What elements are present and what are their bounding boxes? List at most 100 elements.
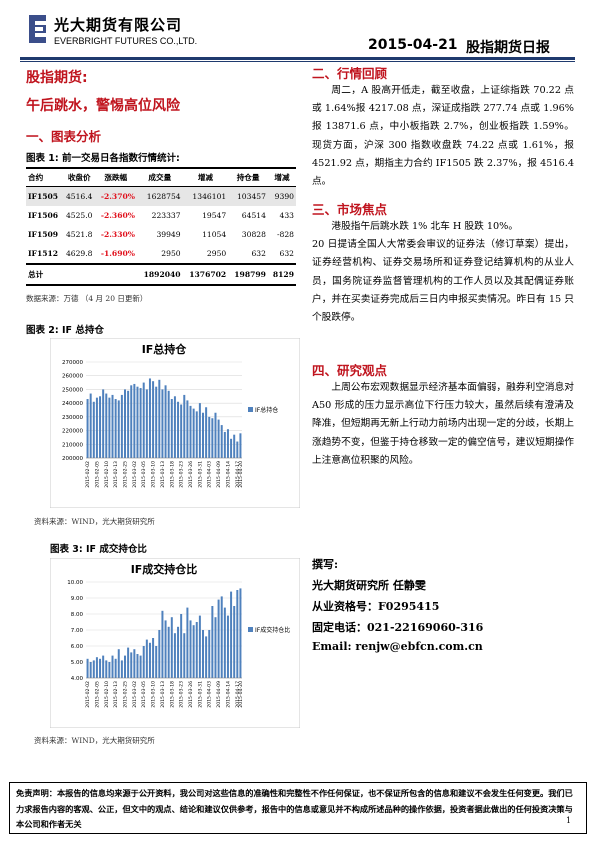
- x-tick-label: 2015-02-25: [123, 681, 129, 708]
- bar: [233, 606, 236, 678]
- bar: [205, 636, 208, 678]
- x-tick-label: 2015-03-26: [188, 681, 194, 708]
- cell: 632: [279, 249, 295, 258]
- bar: [148, 378, 151, 458]
- cell: 1892040: [136, 263, 183, 286]
- x-tick-label: 2015-03-02: [132, 461, 138, 488]
- col-header: 涨跌幅: [94, 167, 137, 187]
- bar: [205, 407, 208, 458]
- legend-label: IF总持仓: [255, 406, 278, 414]
- bar: [177, 626, 180, 678]
- bar: [198, 615, 201, 678]
- cell: 2950: [206, 249, 227, 258]
- cell: [63, 263, 95, 286]
- bar: [180, 614, 183, 678]
- chart2-caption: 图表 2: IF 总持仓: [26, 325, 104, 336]
- disclaimer-text: 免责声明：本报告的信息均来源于公开资料，我公司对这些信息的准确性和完整性不作任何…: [16, 788, 573, 829]
- x-tick-label: 2015-02-02: [85, 461, 91, 488]
- bar: [233, 434, 236, 458]
- cell: 4525.0: [65, 211, 93, 220]
- x-tick-label: 2015-03-23: [179, 681, 185, 708]
- bar: [117, 649, 120, 678]
- legend-swatch: [248, 627, 253, 632]
- bar: [202, 630, 204, 678]
- research-view-text: 上周公布宏观数据显示经济基本面偏弱，融券利空消息对 A50 形成的压力显示高位下…: [312, 379, 574, 470]
- bar: [136, 654, 139, 678]
- bar: [155, 386, 158, 458]
- bar: [220, 425, 223, 458]
- bar: [164, 620, 167, 678]
- bar: [195, 411, 198, 458]
- bar: [108, 397, 111, 458]
- x-tick-label: 2015-04-17: [235, 681, 241, 708]
- cell: 433: [279, 211, 295, 220]
- bar: [161, 610, 164, 678]
- bar: [117, 400, 120, 458]
- cell: 198799: [228, 263, 268, 286]
- col-header: 增减: [267, 167, 296, 187]
- market-review-text: 周二，A 股高开低走，截至收盘，上证综指跌 70.22 点或 1.64%报 42…: [312, 82, 574, 191]
- legend-swatch: [248, 407, 253, 412]
- cell: 4521.8: [65, 230, 93, 239]
- x-tick-label: 2015-03-18: [169, 461, 175, 488]
- bar: [139, 388, 142, 458]
- section-market-review: 二、行情回顾: [312, 66, 388, 81]
- bar: [236, 441, 239, 458]
- bar: [214, 617, 217, 678]
- bar: [102, 655, 105, 678]
- x-tick-label: 2015-03-02: [132, 681, 138, 708]
- table-header-row: 合约 收盘价 涨跌幅 成交量 增减 持仓量 增减: [26, 167, 296, 187]
- section-research-view: 四、研究观点: [312, 363, 388, 378]
- x-tick-label: 2015-04-03: [207, 681, 213, 708]
- cell: 19547: [202, 211, 227, 220]
- bar: [124, 389, 126, 458]
- bar: [95, 657, 98, 678]
- x-tick-label: 2015-04-17: [235, 461, 241, 488]
- bar: [192, 408, 195, 458]
- bar: [223, 607, 226, 678]
- author-contact: 撰写: 光大期货研究所 任静雯 从业资格号：F0295415 固定电话：021-…: [312, 556, 483, 661]
- col-header: 成交量: [136, 167, 183, 187]
- bar: [202, 412, 204, 458]
- table-row: IF1506 4525.0 -2.360% 223337 19547 64514…: [26, 206, 296, 225]
- cell: -1.690%: [100, 249, 135, 258]
- cell: IF1509: [28, 230, 59, 239]
- bar: [86, 658, 89, 678]
- bar: [99, 396, 102, 458]
- bar: [145, 639, 148, 678]
- bar: [155, 646, 158, 678]
- bar: [92, 401, 95, 458]
- bar: [167, 390, 170, 458]
- cell: 11054: [202, 230, 227, 239]
- bar: [158, 379, 161, 458]
- bar: [170, 399, 173, 458]
- y-tick-label: 5.00: [71, 660, 84, 666]
- email-address[interactable]: Email: renjw@ebfcn.com.cn: [312, 640, 483, 653]
- x-tick-label: 2015-03-26: [188, 461, 194, 488]
- cell: IF1505: [26, 186, 64, 206]
- cell: IF1506: [28, 211, 59, 220]
- bar: [170, 617, 173, 678]
- bar: [114, 658, 117, 678]
- sub-heading: 午后跳水，警惕高位风险: [26, 98, 180, 114]
- cell: IF1512: [28, 249, 59, 258]
- y-tick-label: 210000: [62, 442, 83, 448]
- bar: [152, 381, 155, 458]
- bar: [99, 658, 102, 678]
- bar: [120, 394, 123, 458]
- x-tick-label: 2015-04-20: [238, 461, 244, 488]
- table-row: IF1512 4629.8 -1.690% 2950 2950 632 632: [26, 244, 296, 264]
- bar: [226, 615, 229, 678]
- bar: [133, 649, 136, 678]
- bar: [223, 431, 226, 458]
- bar: [164, 385, 167, 458]
- report-date: 2015-04-21: [368, 37, 458, 53]
- bar: [148, 642, 151, 678]
- cell: 64514: [241, 211, 266, 220]
- company-logo-icon: [29, 15, 46, 43]
- bar: [127, 647, 130, 678]
- bar: [114, 399, 117, 458]
- x-tick-label: 2015-02-13: [113, 461, 119, 488]
- bar: [214, 412, 217, 458]
- y-tick-label: 260000: [62, 374, 83, 380]
